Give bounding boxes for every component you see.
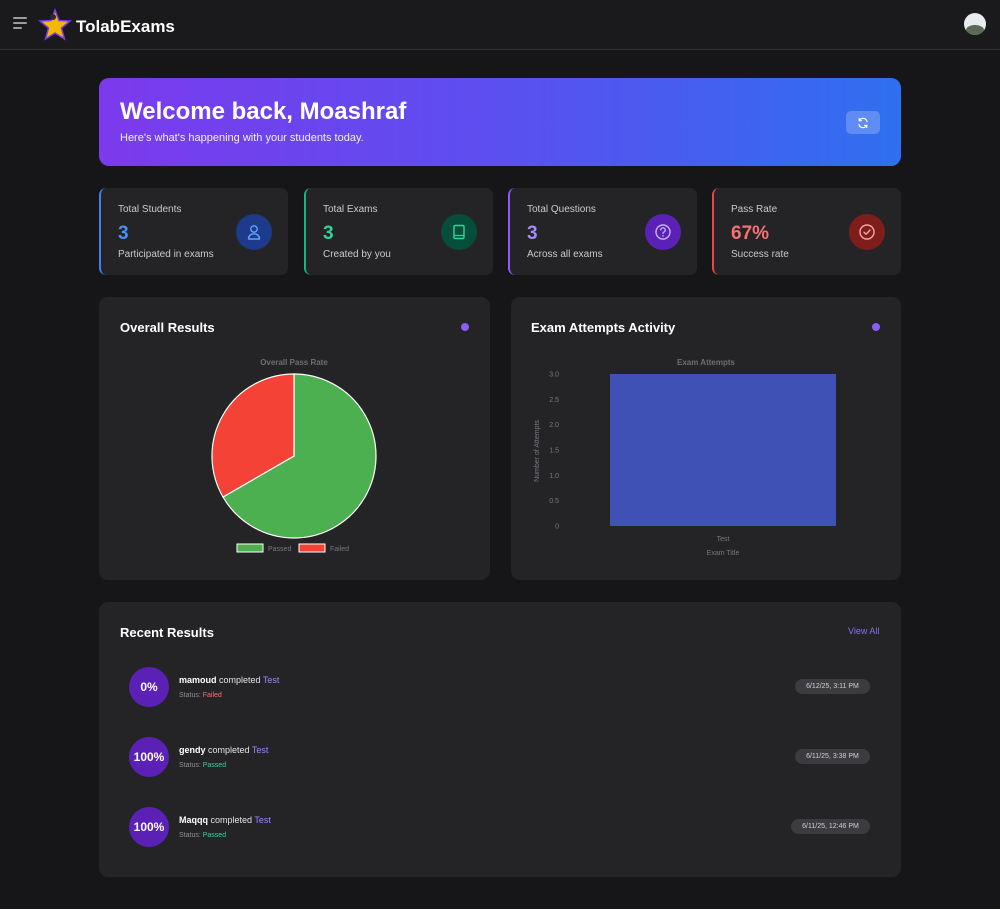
legend-label[interactable]: Passed [268,546,291,553]
status-value: Failed [202,692,222,699]
refresh-button[interactable] [846,111,880,134]
card-title: Recent Results [120,625,214,640]
chart-title: Overall Pass Rate [260,358,328,367]
status-prefix: Status: [179,832,201,839]
stat-label: Total Questions [527,204,596,215]
bar-chart: Exam Attempts 0 0.5 1.0 1.5 2.0 2.5 3.0 Test E… [534,358,836,557]
stat-label: Total Exams [323,204,378,215]
score-badge: 100% [129,807,169,847]
welcome-banner: Welcome back, Moashraf Here's what's hap… [99,78,901,166]
result-text: Maqqq completed Test [179,815,271,825]
stat-subtext: Across all exams [527,249,603,260]
stat-value: 3 [118,223,129,244]
score-badge: 0% [129,667,169,707]
star-logo-icon [38,8,72,41]
recent-results-card: Recent Results View All 0% mamoud comple… [99,602,901,877]
stat-subtext: Created by you [323,249,391,260]
status-dot-icon [872,323,880,331]
result-row[interactable]: 0% mamoud completed Test Status: Failed … [129,667,871,707]
stat-label: Pass Rate [731,204,778,215]
legend-swatch[interactable] [298,543,326,553]
stat-card-exams: Total Exams 3 Created by you [304,188,493,275]
student-name: mamoud [179,675,217,685]
welcome-title: Welcome back, Moashraf [120,98,407,125]
view-all-link[interactable]: View All [848,626,880,636]
y-tick-label: 0 [555,524,559,531]
brand-name[interactable]: TolabExams [76,17,175,36]
status-dot-icon [461,323,469,331]
result-row[interactable]: 100% Maqqq completed Test Status: Passed… [129,807,871,847]
pie-chart: Overall Pass Rate Passed Failed [211,358,377,553]
exam-attempts-card: Exam Attempts Activity Exam Attempts 0 0.… [511,297,901,580]
x-tick-label: Test [717,536,730,543]
legend-label[interactable]: Failed [330,546,349,553]
welcome-subtitle: Here's what's happening with your studen… [120,132,364,144]
y-tick-label: 0.5 [549,498,559,505]
top-bar: TolabExams [0,0,1000,50]
stat-card-students: Total Students 3 Participated in exams [99,188,288,275]
completed-word: completed [219,675,261,685]
status-text: Status: Passed [179,762,226,769]
overall-results-card: Overall Results Overall Pass Rate Passed… [99,297,490,580]
check-circle-icon [849,214,885,250]
y-tick-label: 3.0 [549,372,559,379]
x-axis-label: Exam Title [707,550,740,557]
result-text: mamoud completed Test [179,675,279,685]
status-value: Passed [202,762,227,769]
stat-subtext: Success rate [731,249,789,260]
status-text: Status: Passed [179,832,226,839]
pie-slice-passed[interactable] [222,373,377,539]
stat-subtext: Participated in exams [118,249,214,260]
stat-value: 3 [527,223,538,244]
legend-swatch[interactable] [236,543,264,553]
exam-link[interactable]: Test [254,815,271,825]
status-text: Status: Failed [179,692,222,699]
stat-value: 3 [323,223,334,244]
timestamp-badge: 6/11/25, 12:46 PM [791,819,870,834]
score-badge: 100% [129,737,169,777]
status-prefix: Status: [179,762,201,769]
menu-icon[interactable] [13,17,29,31]
stat-card-questions: Total Questions 3 Across all exams [508,188,697,275]
card-title: Exam Attempts Activity [531,320,676,335]
timestamp-badge: 6/12/25, 3:11 PM [795,679,870,694]
student-name: gendy [179,745,206,755]
stat-label: Total Students [118,204,182,215]
timestamp-badge: 6/11/25, 3:38 PM [795,749,870,764]
chart-title: Exam Attempts [677,358,735,367]
exam-link[interactable]: Test [251,745,269,755]
y-tick-label: 2.0 [549,422,559,429]
status-value: Passed [202,832,227,839]
book-icon [441,214,477,250]
question-icon [645,214,681,250]
student-name: Maqqq [179,815,208,825]
pie-slice-failed[interactable] [211,373,295,498]
user-icon [236,214,272,250]
card-title: Overall Results [120,320,215,335]
stat-value: 67% [731,223,770,244]
bar-test[interactable] [610,374,836,526]
y-axis-label: Number of Attempts [534,420,541,482]
status-prefix: Status: [179,692,201,699]
refresh-icon [858,117,868,128]
result-row[interactable]: 100% gendy completed Test Status: Passed… [129,737,871,777]
result-text: gendy completed Test [179,745,268,755]
y-tick-label: 1.5 [549,448,559,455]
exam-link[interactable]: Test [262,675,280,685]
y-tick-label: 1.0 [549,473,559,480]
y-tick-label: 2.5 [549,397,559,404]
completed-word: completed [210,815,253,825]
completed-word: completed [208,745,250,755]
avatar[interactable] [964,13,986,35]
stat-card-pass-rate: Pass Rate 67% Success rate [712,188,901,275]
